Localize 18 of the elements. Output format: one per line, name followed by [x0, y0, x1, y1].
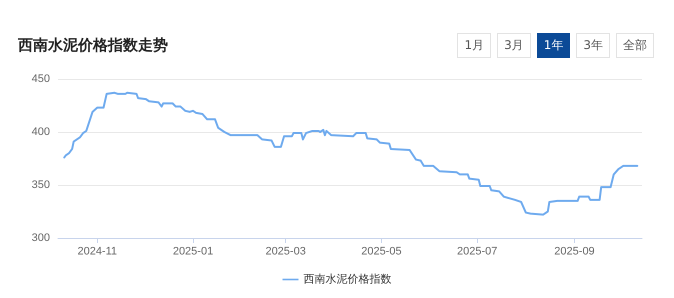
x-tick-label: 2025-01 [172, 246, 214, 258]
text: 1年 [536, 33, 570, 58]
chart-title: 西南水泥价格指数走势 [18, 36, 168, 55]
text: 3月 [497, 33, 531, 58]
line-series [63, 92, 638, 216]
text: 3年 [576, 33, 610, 58]
y-tick-label: 350 [32, 179, 50, 191]
y-tick-label: 450 [32, 73, 50, 85]
legend-label: 西南水泥价格指数 [304, 272, 392, 286]
x-tick-label: 2025-05 [361, 246, 402, 258]
x-tick-label: 2025-09 [554, 246, 595, 258]
y-tick-label: 400 [32, 126, 50, 138]
x-tick-label: 2025-03 [265, 246, 306, 258]
x-tick-label: 2024-11 [77, 246, 118, 258]
text: 全部 [616, 33, 654, 58]
y-tick-label: 300 [32, 232, 50, 244]
text: 1月 [457, 33, 492, 58]
x-tick-label: 2025-07 [456, 246, 498, 258]
